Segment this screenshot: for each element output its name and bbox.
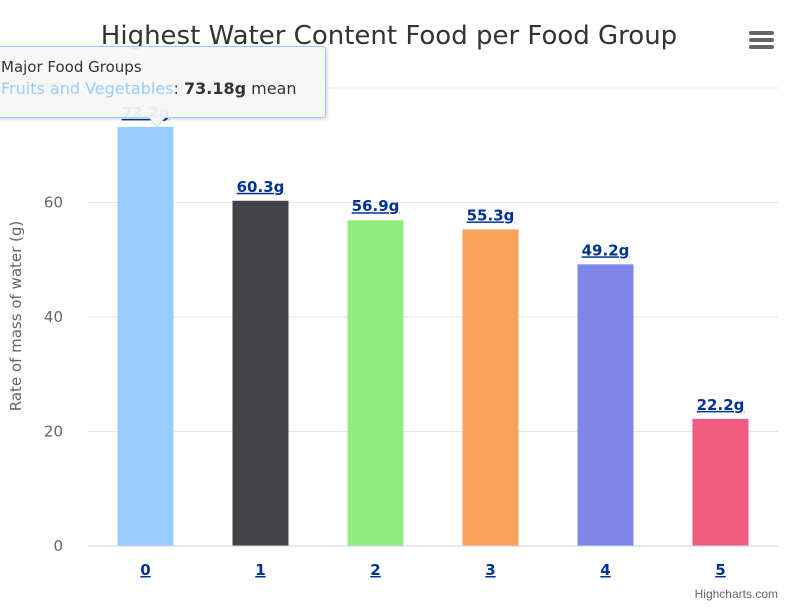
bar-2[interactable] bbox=[347, 220, 404, 546]
grid-lines bbox=[88, 87, 778, 432]
y-tick-label: 20 bbox=[44, 423, 63, 441]
bar-3[interactable] bbox=[462, 229, 519, 546]
tooltip-series-name: Fruits and Vegetables bbox=[1, 79, 174, 98]
data-label-5[interactable]: 22.2g bbox=[697, 396, 745, 414]
y-axis-ticks: 020406080 bbox=[44, 79, 63, 555]
context-menu-button[interactable] bbox=[746, 27, 776, 53]
highcharts-credits-link[interactable]: Highcharts.com bbox=[695, 587, 778, 601]
x-tick-label-2[interactable]: 2 bbox=[370, 561, 380, 579]
tooltip-suffix: mean bbox=[246, 79, 297, 98]
menu-line-bottom bbox=[749, 45, 774, 49]
menu-line-top bbox=[749, 31, 774, 35]
x-tick-label-3[interactable]: 3 bbox=[485, 561, 495, 579]
hamburger-menu-icon[interactable] bbox=[749, 31, 774, 49]
data-label-3[interactable]: 55.3g bbox=[467, 206, 515, 224]
tooltip-value: 73.18g bbox=[183, 79, 247, 98]
tooltip-header: Major Food Groups bbox=[1, 58, 142, 76]
bar-1[interactable] bbox=[232, 200, 289, 546]
tooltip: Major Food Groups Fruits and Vegetables:… bbox=[0, 46, 326, 118]
y-axis-title: Rate of mass of water (g) bbox=[7, 221, 25, 412]
data-label-1[interactable]: 60.3g bbox=[237, 178, 285, 196]
data-label-2[interactable]: 56.9g bbox=[352, 197, 400, 215]
tooltip-caret-icon bbox=[149, 117, 165, 127]
x-tick-label-0[interactable]: 0 bbox=[140, 561, 150, 579]
bar-series[interactable] bbox=[117, 126, 749, 547]
menu-line-middle bbox=[749, 38, 774, 42]
y-tick-label: 40 bbox=[44, 308, 63, 326]
data-label-4[interactable]: 49.2g bbox=[582, 241, 630, 259]
bar-0[interactable] bbox=[117, 126, 174, 547]
x-axis-ticks[interactable]: 0 1 2 3 4 5 bbox=[140, 561, 725, 579]
y-tick-label: 0 bbox=[53, 537, 63, 555]
bar-4[interactable] bbox=[577, 264, 634, 546]
bar-5[interactable] bbox=[692, 418, 749, 546]
tooltip-value-line: Fruits and Vegetables: 73.18g mean bbox=[1, 78, 315, 100]
y-tick-label: 60 bbox=[44, 194, 63, 212]
x-tick-label-1[interactable]: 1 bbox=[255, 561, 265, 579]
x-tick-label-4[interactable]: 4 bbox=[600, 561, 610, 579]
x-tick-label-5[interactable]: 5 bbox=[715, 561, 725, 579]
tooltip-separator: : bbox=[173, 79, 184, 98]
